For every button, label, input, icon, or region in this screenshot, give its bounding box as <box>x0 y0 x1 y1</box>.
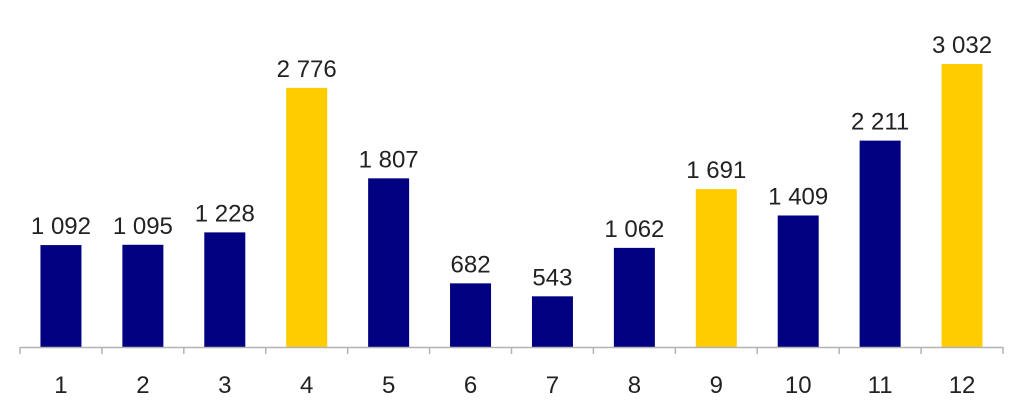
bar-3 <box>204 232 246 347</box>
x-tick-label-6: 6 <box>464 372 477 399</box>
x-tick-label-10: 10 <box>785 372 812 399</box>
value-label-11: 2 211 <box>851 109 909 136</box>
value-label-8: 1 062 <box>604 216 664 243</box>
x-tick-label-11: 11 <box>868 372 893 399</box>
x-tick-labels-group: 1 2 3 4 5 6 7 8 9 10 11 12 <box>54 372 975 399</box>
x-tick-label-3: 3 <box>218 372 231 399</box>
x-tick-label-2: 2 <box>136 372 149 399</box>
value-label-12: 3 032 <box>932 32 992 59</box>
x-tick-label-9: 9 <box>710 372 723 399</box>
value-labels-group: 1 092 1 095 1 228 2 776 1 807 682 543 1 062 1 69… <box>31 32 992 291</box>
value-label-1: 1 092 <box>31 213 91 240</box>
x-tick-label-12: 12 <box>949 372 976 399</box>
value-label-4: 2 776 <box>277 56 337 83</box>
x-tick-label-4: 4 <box>300 372 313 399</box>
bars-group <box>40 64 983 347</box>
bar-4 <box>286 87 328 347</box>
value-label-10: 1 409 <box>768 183 828 210</box>
x-tick-label-8: 8 <box>628 372 641 399</box>
bar-9 <box>695 189 737 347</box>
x-ticks-group <box>19 347 1004 354</box>
x-tick-label-1: 1 <box>54 372 67 399</box>
bar-7 <box>531 296 573 347</box>
value-label-5: 1 807 <box>359 146 419 173</box>
bar-11 <box>859 140 901 347</box>
x-tick-label-7: 7 <box>546 372 559 399</box>
bar-8 <box>613 247 655 347</box>
bar-10 <box>777 215 819 347</box>
bar-12 <box>941 64 983 347</box>
value-label-7: 543 <box>532 264 572 291</box>
value-label-9: 1 691 <box>686 157 746 184</box>
value-label-3: 1 228 <box>195 200 255 227</box>
value-label-6: 682 <box>451 251 491 278</box>
bar-2 <box>122 244 164 347</box>
bar-5 <box>368 178 410 347</box>
value-label-2: 1 095 <box>113 213 173 240</box>
bar-6 <box>450 283 492 347</box>
bar-1 <box>40 245 82 347</box>
x-tick-label-5: 5 <box>382 372 395 399</box>
